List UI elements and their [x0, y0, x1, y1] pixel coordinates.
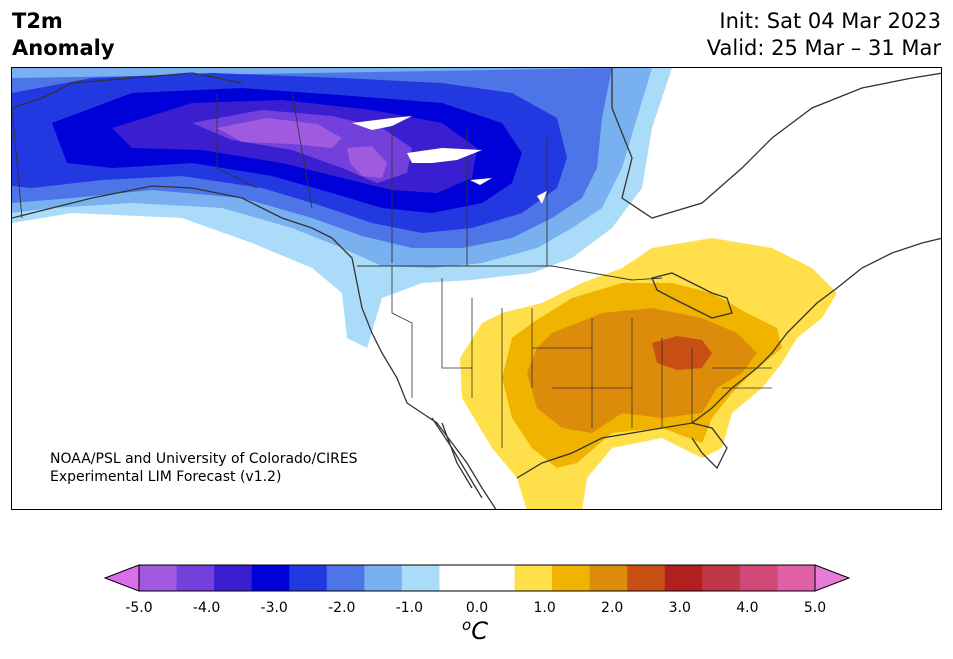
colorbar-segment — [326, 565, 365, 591]
warm-band-3 — [527, 308, 757, 433]
hudson-bay — [611, 68, 941, 219]
colorbar-segment — [364, 565, 403, 591]
colorbar-segment — [176, 565, 215, 591]
colorbar-tick-label: 3.0 — [668, 600, 691, 616]
init-date: Init: Sat 04 Mar 2023 — [719, 9, 941, 33]
canada-us-border — [357, 265, 663, 281]
state-lines — [391, 266, 772, 448]
pacific-coast — [331, 237, 497, 509]
forecast-dates: Init: Sat 04 Mar 2023 Valid: 25 Mar – 31… — [707, 8, 941, 62]
colorbar-segment — [139, 565, 178, 591]
colorbar-segment — [627, 565, 666, 591]
colorbar-tick-label: 5.0 — [803, 600, 827, 616]
title-line-2: Anomaly — [12, 36, 115, 60]
colorbar-tick-label: -2.0 — [328, 600, 356, 616]
colorbar-segment — [214, 565, 253, 591]
map-title: T2m Anomaly — [12, 8, 115, 62]
colorbar-segment — [739, 565, 778, 591]
colorbar-outline — [138, 564, 816, 592]
colorbar-segment — [589, 565, 628, 591]
province-lines — [12, 92, 548, 266]
cold-anomaly-shading — [12, 68, 672, 348]
colorbar-segment — [664, 565, 703, 591]
colorbar-segment — [777, 565, 816, 591]
valid-range: Valid: 25 Mar – 31 Mar — [706, 36, 941, 60]
ice-patches — [352, 116, 547, 204]
colorbar-tick-label: 0.0 — [465, 600, 489, 616]
map-canvas — [12, 68, 941, 509]
colorbar-segment — [477, 565, 516, 591]
colorbar-over-arrow — [814, 564, 851, 592]
warm-band-4 — [652, 336, 712, 370]
anomaly-map: NOAA/PSL and University of Colorado/CIRE… — [11, 67, 942, 510]
colorbar-tick-label: -3.0 — [260, 600, 288, 616]
credit-text: NOAA/PSL and University of Colorado/CIRE… — [50, 450, 358, 486]
credit-line-1: NOAA/PSL and University of Colorado/CIRE… — [50, 451, 358, 467]
map-outlines — [12, 68, 941, 509]
colorbar-tick-label: 1.0 — [533, 600, 556, 616]
colorbar-tick-label: -4.0 — [192, 600, 221, 616]
cold-band-8b — [347, 146, 387, 178]
alaska-coast — [12, 72, 333, 239]
mexico-coast — [431, 417, 483, 499]
great-lakes — [651, 272, 733, 319]
colorbar-under-arrow — [103, 564, 140, 592]
colorbar-unit: oC — [462, 616, 488, 645]
colorbar-tick-label: 2.0 — [601, 600, 624, 616]
colorbar-segment — [514, 565, 553, 591]
credit-line-2: Experimental LIM Forecast (v1.2) — [50, 469, 282, 485]
warm-anomaly-shading — [460, 238, 837, 509]
gulf-coast — [516, 422, 728, 479]
colorbar-segment — [439, 565, 478, 591]
colorbar-segment — [251, 565, 290, 591]
cold-band-8 — [217, 118, 342, 148]
colorbar-segment — [401, 565, 440, 591]
colorbar-tick-label: -5.0 — [125, 600, 153, 616]
colorbar-tick-label: -1.0 — [395, 600, 424, 616]
title-line-1: T2m — [12, 9, 63, 33]
colorbar-segment — [289, 565, 328, 591]
colorbar-segments — [139, 565, 816, 591]
colorbar-segment — [702, 565, 741, 591]
colorbar-tick-label: 4.0 — [736, 600, 759, 616]
colorbar-segment — [552, 565, 591, 591]
